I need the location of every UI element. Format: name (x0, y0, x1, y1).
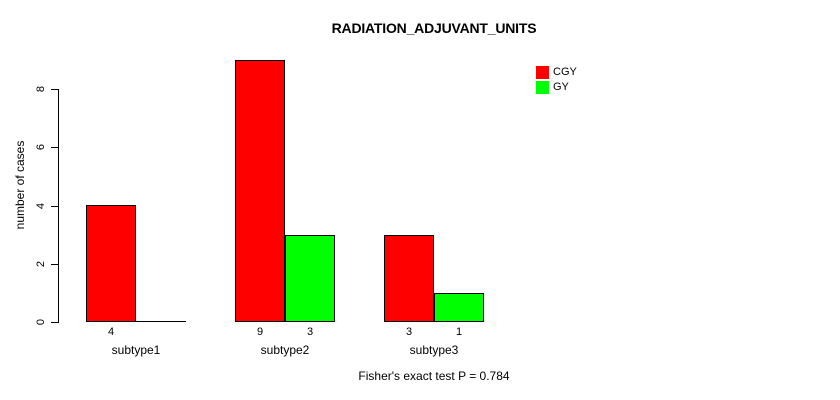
x-axis-category-label: subtype2 (260, 343, 310, 357)
legend-label-gy: GY (553, 81, 569, 93)
y-axis-tick (51, 89, 58, 90)
bar-value-label: 4 (107, 326, 115, 338)
y-axis-tick (51, 147, 58, 148)
bar-value-label: 3 (306, 326, 314, 338)
y-axis-tick (51, 322, 58, 323)
bar-cgy-subtype2 (235, 60, 285, 322)
bar-gy-subtype1 (136, 321, 186, 322)
fisher-test-caption: Fisher's exact test P = 0.784 (358, 369, 510, 383)
legend-swatch-cgy-icon (536, 66, 549, 79)
y-axis-tick-label: 2 (35, 260, 47, 268)
y-axis-tick-label: 8 (35, 85, 47, 93)
y-axis-tick (51, 206, 58, 207)
y-axis-tick-label: 0 (35, 318, 47, 326)
bar-gy-subtype3 (434, 293, 484, 322)
bar-gy-subtype2 (285, 235, 335, 322)
x-axis-category-label: subtype1 (111, 343, 161, 357)
bar-cgy-subtype3 (384, 235, 434, 322)
bar-value-label: 1 (455, 326, 463, 338)
bar-value-label: 9 (256, 326, 264, 338)
bar-value-label: 3 (405, 326, 413, 338)
legend-item-gy: GY (536, 81, 577, 94)
legend-item-cgy: CGY (536, 66, 577, 79)
legend-label-cgy: CGY (553, 66, 577, 78)
y-axis-tick (51, 264, 58, 265)
y-axis-line (58, 89, 59, 323)
legend: CGY GY (536, 66, 577, 94)
y-axis-tick-label: 4 (35, 202, 47, 210)
bar-cgy-subtype1 (86, 205, 136, 322)
y-axis-tick-label: 6 (35, 143, 47, 151)
legend-swatch-gy-icon (536, 81, 549, 94)
x-axis-category-label: subtype3 (409, 343, 459, 357)
chart-title: RADIATION_ADJUVANT_UNITS (331, 20, 537, 36)
